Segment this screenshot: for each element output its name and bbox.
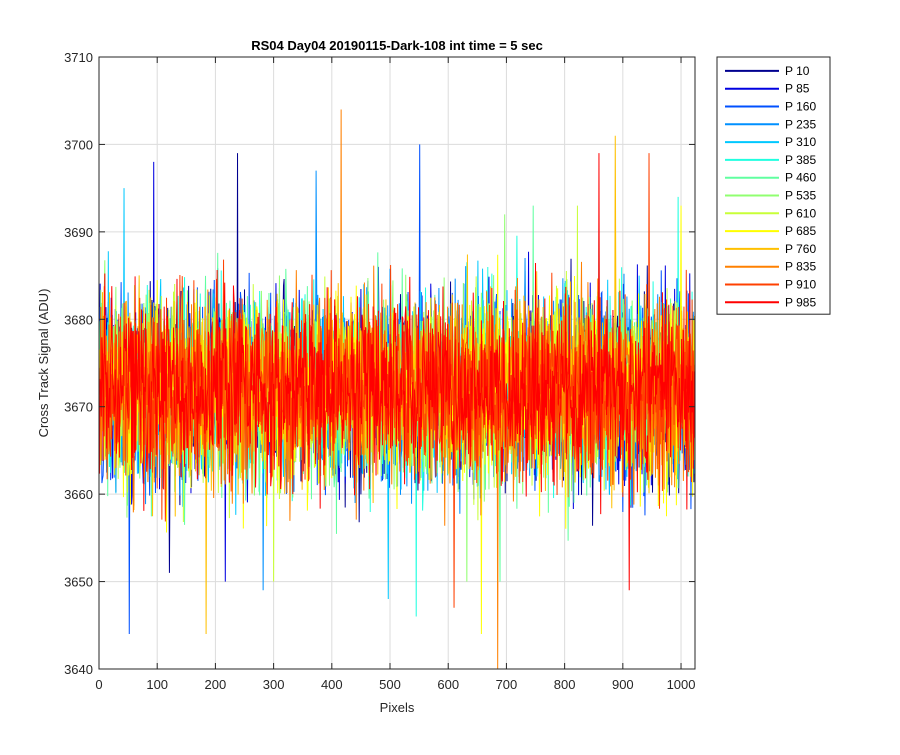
x-tick-label: 200 bbox=[205, 677, 227, 692]
x-tick-label: 500 bbox=[379, 677, 401, 692]
y-tick-label: 3660 bbox=[64, 487, 93, 502]
x-tick-label: 600 bbox=[437, 677, 459, 692]
y-tick-label: 3710 bbox=[64, 50, 93, 65]
x-tick-label: 1000 bbox=[667, 677, 696, 692]
legend-label: P 610 bbox=[785, 206, 816, 220]
x-tick-label: 800 bbox=[554, 677, 576, 692]
x-tick-label: 400 bbox=[321, 677, 343, 692]
legend-label: P 685 bbox=[785, 224, 816, 238]
legend-label: P 910 bbox=[785, 278, 816, 292]
legend-label: P 835 bbox=[785, 260, 816, 274]
legend: P 10 P 85 P 160 P 235 P 310 P 385 P 460 P 535 P … bbox=[716, 56, 831, 315]
legend-label: P 160 bbox=[785, 100, 816, 114]
legend-label: P 460 bbox=[785, 171, 816, 185]
y-tick-label: 3700 bbox=[64, 137, 93, 152]
y-tick-label: 3680 bbox=[64, 312, 93, 327]
y-tick-label: 3650 bbox=[64, 575, 93, 590]
legend-label: P 85 bbox=[785, 82, 810, 96]
series-layer bbox=[99, 109, 696, 670]
y-axis-ticks: 3640 3650 3660 3670 3680 3690 3700 3710 bbox=[64, 50, 695, 677]
y-tick-label: 3640 bbox=[64, 662, 93, 677]
x-axis-ticks: 0 100 200 300 400 500 600 700 800 900 1000 bbox=[95, 57, 695, 692]
y-tick-label: 3690 bbox=[64, 225, 93, 240]
chart-title: RS04 Day04 20190115-Dark-108 int time = … bbox=[251, 38, 543, 53]
x-tick-label: 900 bbox=[612, 677, 634, 692]
legend-label: P 535 bbox=[785, 189, 816, 203]
x-tick-label: 700 bbox=[496, 677, 518, 692]
x-axis-label: Pixels bbox=[380, 700, 415, 715]
x-tick-label: 0 bbox=[95, 677, 102, 692]
plot-frame bbox=[98, 56, 696, 670]
legend-label: P 385 bbox=[785, 153, 816, 167]
x-tick-label: 100 bbox=[146, 677, 168, 692]
legend-label: P 310 bbox=[785, 135, 816, 149]
legend-label: P 235 bbox=[785, 117, 816, 131]
legend-label: P 760 bbox=[785, 242, 816, 256]
series-line-p-985 bbox=[99, 153, 696, 591]
y-axis-label: Cross Track Signal (ADU) bbox=[36, 289, 51, 438]
legend-box bbox=[716, 56, 831, 315]
legend-label: P 985 bbox=[785, 295, 816, 309]
x-tick-label: 300 bbox=[263, 677, 285, 692]
legend-label: P 10 bbox=[785, 64, 810, 78]
y-tick-label: 3670 bbox=[64, 400, 93, 415]
